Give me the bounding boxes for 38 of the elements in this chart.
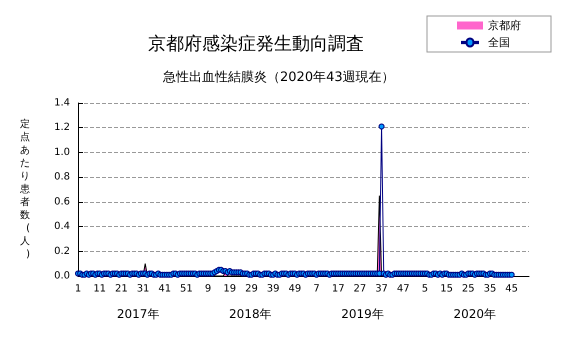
x-tick-label: 15 [440, 284, 453, 294]
y-tick-label: 1.0 [54, 146, 70, 158]
y-tick-label: 1.4 [54, 98, 70, 108]
x-tick-label: 51 [180, 284, 193, 294]
x-tick-label: 31 [136, 284, 150, 294]
legend-label: 京都府 [488, 19, 521, 32]
text: 定点あたり患者数(人) [20, 119, 30, 260]
x-tick-label: 39 [266, 284, 280, 294]
text: 2018年 [229, 307, 272, 321]
x-tick-label: 5 [422, 284, 428, 294]
x-tick-label: 1 [74, 284, 82, 294]
x-tick-label: 25 [462, 284, 475, 294]
y-tick-label: 0.0 [54, 270, 70, 282]
text: 2020年 [453, 307, 496, 321]
x-tick-label: 37 [375, 284, 388, 294]
text: 2017年 [116, 307, 160, 321]
y-tick-label: 0.6 [54, 196, 70, 208]
x-tick-label: 45 [505, 284, 518, 294]
legend-label: 全国 [488, 36, 510, 49]
y-tick-label: 1.2 [54, 122, 70, 134]
x-tick-label: 27 [354, 284, 366, 294]
x-tick-label: 11 [93, 284, 106, 294]
x-tick-label: 49 [288, 284, 302, 294]
x-tick-label: 21 [115, 284, 128, 294]
x-tick-label: 29 [245, 284, 258, 294]
text: 2019年 [341, 307, 384, 321]
chart-subtitle: 急性出血性結膜炎（2020年43週現在） [162, 70, 395, 85]
x-tick-label: 41 [158, 284, 172, 294]
x-tick-label: 19 [223, 284, 236, 294]
x-tick-label: 17 [332, 284, 345, 294]
y-tick-label: 0.8 [54, 172, 70, 183]
y-tick-label: 0.4 [54, 221, 70, 232]
x-tick-label: 35 [484, 284, 496, 294]
x-tick-label: 9 [204, 284, 212, 294]
chart-title: 京都府感染症発生動向調査 [148, 34, 364, 54]
y-tick-label: 0.2 [54, 246, 70, 257]
x-tick-label: 47 [396, 284, 410, 294]
x-tick-label: 7 [313, 284, 320, 294]
